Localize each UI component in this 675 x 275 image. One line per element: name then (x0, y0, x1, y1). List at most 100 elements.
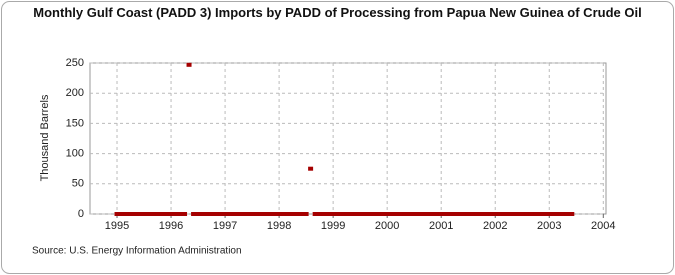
marker (312, 212, 318, 216)
marker (497, 212, 503, 216)
x-tick-label: 2002 (483, 220, 507, 232)
marker (209, 212, 215, 216)
marker (146, 212, 152, 216)
marker (506, 212, 512, 216)
marker (272, 212, 278, 216)
marker (380, 212, 386, 216)
marker (141, 212, 147, 216)
marker (335, 212, 341, 216)
marker (353, 212, 359, 216)
marker (222, 212, 228, 216)
marker (218, 212, 224, 216)
marker (474, 212, 480, 216)
x-tick-label: 1998 (267, 220, 291, 232)
marker (551, 212, 557, 216)
y-tick-label: 0 (78, 208, 84, 220)
marker (569, 212, 575, 216)
marker (416, 212, 422, 216)
x-tick-label: 2003 (537, 220, 561, 232)
marker (137, 212, 143, 216)
marker (393, 212, 399, 216)
marker (501, 212, 507, 216)
y-axis-label: Thousand Barrels (39, 94, 51, 181)
marker (533, 212, 539, 216)
marker (434, 212, 440, 216)
marker (438, 212, 444, 216)
marker (204, 212, 210, 216)
marker (344, 212, 350, 216)
marker (483, 212, 489, 216)
marker (290, 212, 296, 216)
marker (447, 212, 453, 216)
y-tick-label: 50 (72, 178, 84, 190)
marker (200, 212, 206, 216)
marker (254, 212, 260, 216)
marker (461, 212, 467, 216)
marker (488, 212, 494, 216)
marker (524, 212, 530, 216)
marker (299, 212, 305, 216)
marker (227, 212, 233, 216)
marker (168, 212, 174, 216)
marker (402, 212, 408, 216)
y-tick-label: 100 (66, 148, 84, 160)
marker (191, 212, 197, 216)
marker (294, 212, 300, 216)
marker (267, 212, 273, 216)
marker (537, 212, 543, 216)
x-tick-label: 2001 (429, 220, 453, 232)
marker (389, 212, 395, 216)
marker (276, 212, 282, 216)
marker (330, 212, 336, 216)
marker (429, 212, 435, 216)
marker (362, 212, 368, 216)
marker (326, 212, 332, 216)
marker (321, 212, 327, 216)
marker (281, 212, 287, 216)
marker (375, 212, 381, 216)
marker (528, 212, 534, 216)
marker (182, 212, 188, 216)
marker (114, 212, 120, 216)
marker (339, 212, 345, 216)
plot-area (89, 62, 607, 215)
marker (555, 212, 561, 216)
marker (348, 212, 354, 216)
y-tick-label: 150 (66, 117, 84, 129)
marker (263, 212, 269, 216)
marker (411, 212, 417, 216)
marker (245, 212, 251, 216)
marker (213, 212, 219, 216)
x-tick-label: 1996 (159, 220, 183, 232)
marker (285, 212, 291, 216)
marker (560, 212, 566, 216)
marker (132, 212, 138, 216)
marker (564, 212, 570, 216)
marker (371, 212, 377, 216)
x-tick-label: 1997 (213, 220, 237, 232)
marker (542, 212, 548, 216)
y-tick-label: 250 (66, 57, 84, 69)
marker (546, 212, 552, 216)
marker (510, 212, 516, 216)
marker (366, 212, 372, 216)
marker (195, 212, 201, 216)
x-tick-label: 1995 (105, 220, 129, 232)
marker (515, 212, 521, 216)
marker (519, 212, 525, 216)
marker (173, 212, 179, 216)
marker (308, 166, 314, 171)
marker (258, 212, 264, 216)
marker (164, 212, 170, 216)
marker (456, 212, 462, 216)
marker (425, 212, 431, 216)
marker (159, 212, 165, 216)
marker (240, 212, 246, 216)
marker (452, 212, 458, 216)
marker (357, 212, 363, 216)
marker (492, 212, 498, 216)
marker (236, 212, 242, 216)
marker (443, 212, 449, 216)
marker (384, 212, 390, 216)
